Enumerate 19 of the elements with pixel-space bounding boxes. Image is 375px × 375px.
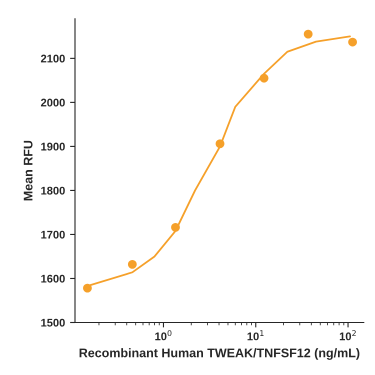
y-tick-label: 1500 [41, 318, 65, 327]
point [348, 38, 357, 46]
point [216, 139, 224, 148]
y-tick-label: 1600 [41, 274, 65, 283]
point [260, 74, 268, 83]
point [304, 30, 313, 39]
y-tick-label: 1700 [41, 230, 65, 239]
y-tick-label: 2100 [40, 54, 65, 63]
y-tick-label: 1900 [41, 142, 65, 151]
point [128, 260, 137, 269]
x-axis-title: Recombinant Human TWEAK/TNFSF12 (ng/mL) [80, 348, 360, 360]
y-axis-title: Mean RFU [24, 140, 33, 200]
point [171, 223, 180, 232]
y-tick-label: 1800 [41, 186, 65, 195]
x-tick-label: 10$^{2}$ [340, 330, 356, 340]
point [83, 284, 92, 293]
y-tick-label: 2000 [40, 98, 65, 107]
x-tick-label: 10$^{0}$ [155, 330, 172, 340]
x-tick-label: 10$^{1}$ [248, 330, 264, 340]
